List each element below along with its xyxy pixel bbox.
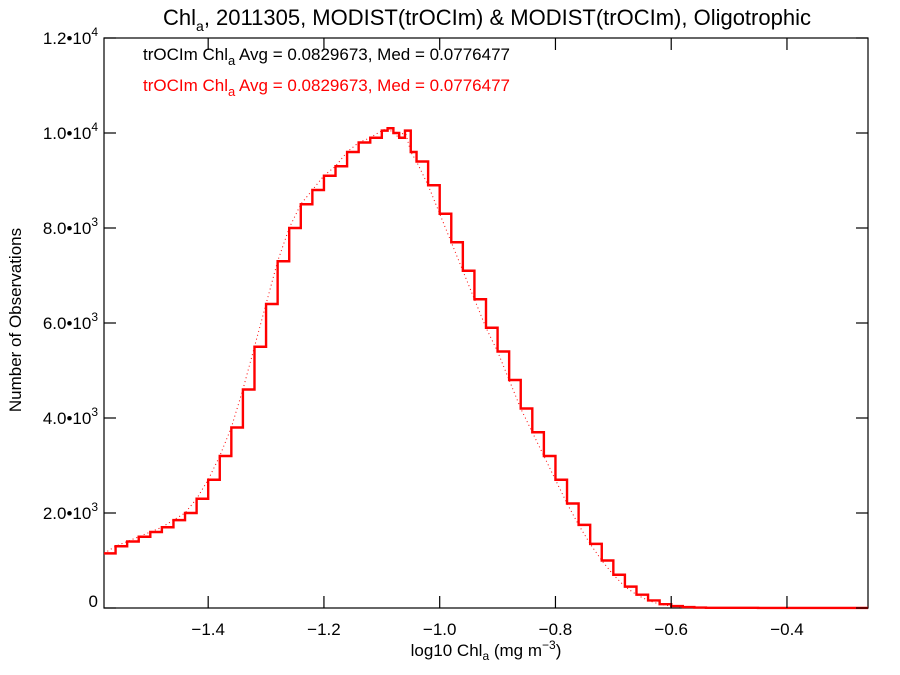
y-tick-label-0: 0 [89, 592, 98, 611]
x-tick-label-1: −1.2 [307, 620, 341, 639]
y-tick-label-3: 6.0•103 [43, 310, 99, 333]
x-tick-label-5: −0.4 [770, 620, 804, 639]
x-tick-label-4: −0.6 [654, 620, 688, 639]
plot-area: −1.4 −1.2 −1.0 −0.8 −0.6 −0.4 0 2.0•103 4.0•103… [43, 25, 869, 639]
x-axis-ticks: −1.4 −1.2 −1.0 −0.8 −0.6 −0.4 [191, 38, 804, 639]
legend-entry-1: trOCIm Chla Avg = 0.0829673, Med = 0.077… [143, 45, 510, 68]
series-line-0 [104, 127, 868, 610]
x-tick-label-2: −1.0 [423, 620, 457, 639]
y-axis-label: Number of Observations [6, 228, 25, 412]
legend-entry-2: trOCIm Chla Avg = 0.0829673, Med = 0.077… [143, 76, 510, 99]
chart-title: Chla, 2011305, MODIST(trOCIm) & MODIST(t… [163, 5, 811, 34]
y-tick-label-2: 4.0•103 [43, 405, 99, 428]
x-tick-label-3: −0.8 [539, 620, 573, 639]
x-tick-label-0: −1.4 [191, 620, 225, 639]
series-layer [103, 127, 868, 610]
y-tick-label-6: 1.2•104 [43, 25, 99, 48]
x-axis-label: log10 Chla (mg m−3) [411, 638, 562, 663]
y-tick-label-4: 8.0•103 [43, 215, 99, 238]
y-tick-label-1: 2.0•103 [43, 500, 99, 523]
y-tick-label-5: 1.0•104 [43, 120, 99, 143]
y-axis-ticks: 0 2.0•103 4.0•103 6.0•103 8.0•103 1.0•104 1.2•… [43, 25, 868, 611]
series-line-1 [103, 127, 868, 609]
